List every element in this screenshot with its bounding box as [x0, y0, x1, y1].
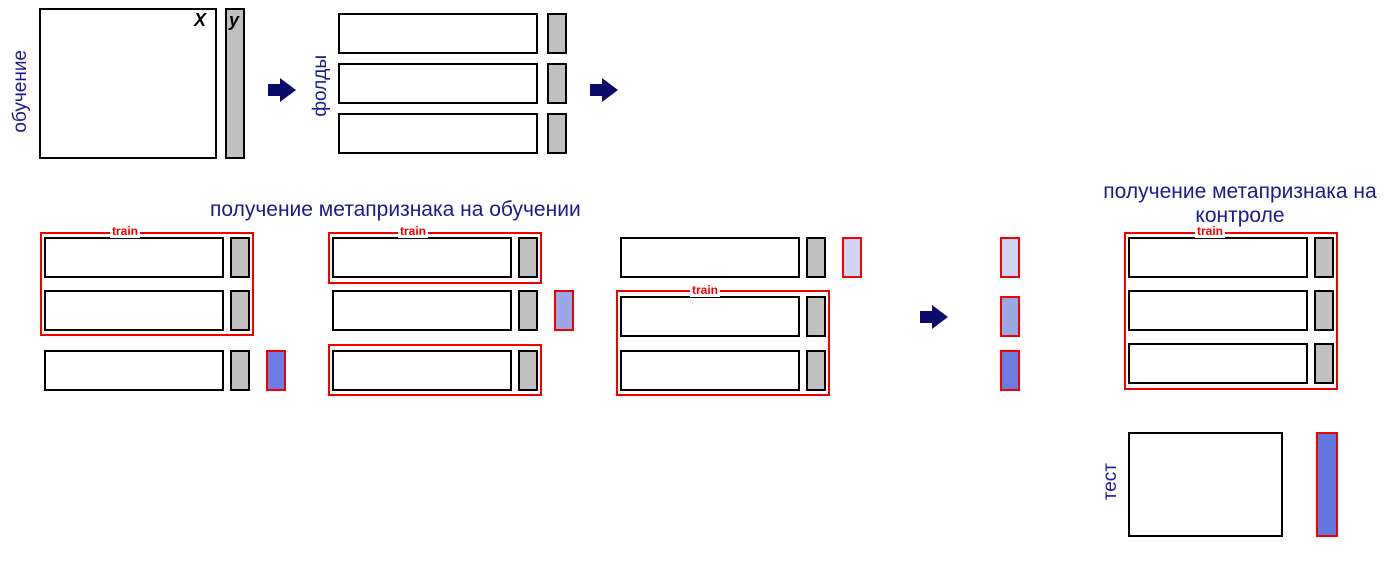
label-Y: y — [229, 10, 239, 31]
g1-train-tag: train — [110, 224, 140, 238]
g2-train-frame-bot — [328, 344, 542, 396]
label-train: обучение — [10, 50, 32, 133]
label-folds: фолды — [310, 55, 332, 117]
g2-row-y — [518, 290, 538, 331]
label-X: X — [194, 10, 206, 31]
g3-train-tag: train — [690, 283, 720, 297]
stack-pred — [1000, 237, 1020, 278]
g3-row-x — [620, 237, 800, 278]
test-box — [1128, 432, 1283, 537]
test-pred — [1316, 432, 1338, 537]
g1-pred — [266, 350, 286, 391]
g3-row-y — [806, 237, 826, 278]
fold-row-y — [547, 113, 567, 154]
fold-row-x — [338, 113, 538, 154]
ctrl-train-tag: train — [1195, 224, 1225, 238]
arrow-mid — [920, 305, 948, 329]
label-test: тест — [1100, 463, 1122, 500]
arrow-1 — [268, 78, 296, 102]
g1-row-x — [44, 350, 224, 391]
g2-pred — [554, 290, 574, 331]
g2-row-x — [332, 290, 512, 331]
arrow-2 — [590, 78, 618, 102]
g2-train-frame-top — [328, 232, 542, 284]
g3-train-frame — [616, 290, 830, 396]
fold-row-x — [338, 13, 538, 54]
g3-pred — [842, 237, 862, 278]
stack-pred — [1000, 296, 1020, 337]
fold-row-x — [338, 63, 538, 104]
stack-pred — [1000, 350, 1020, 391]
fold-row-y — [547, 63, 567, 104]
ctrl-train-frame — [1124, 232, 1338, 390]
big-x-box — [39, 8, 217, 159]
title-left: получение метапризнака на обучении — [210, 198, 581, 222]
g2-train-tag: train — [398, 224, 428, 238]
g1-train-frame — [40, 232, 254, 336]
fold-row-y — [547, 13, 567, 54]
g1-row-y — [230, 350, 250, 391]
title-right: получение метапризнака на контроле — [1095, 180, 1385, 228]
